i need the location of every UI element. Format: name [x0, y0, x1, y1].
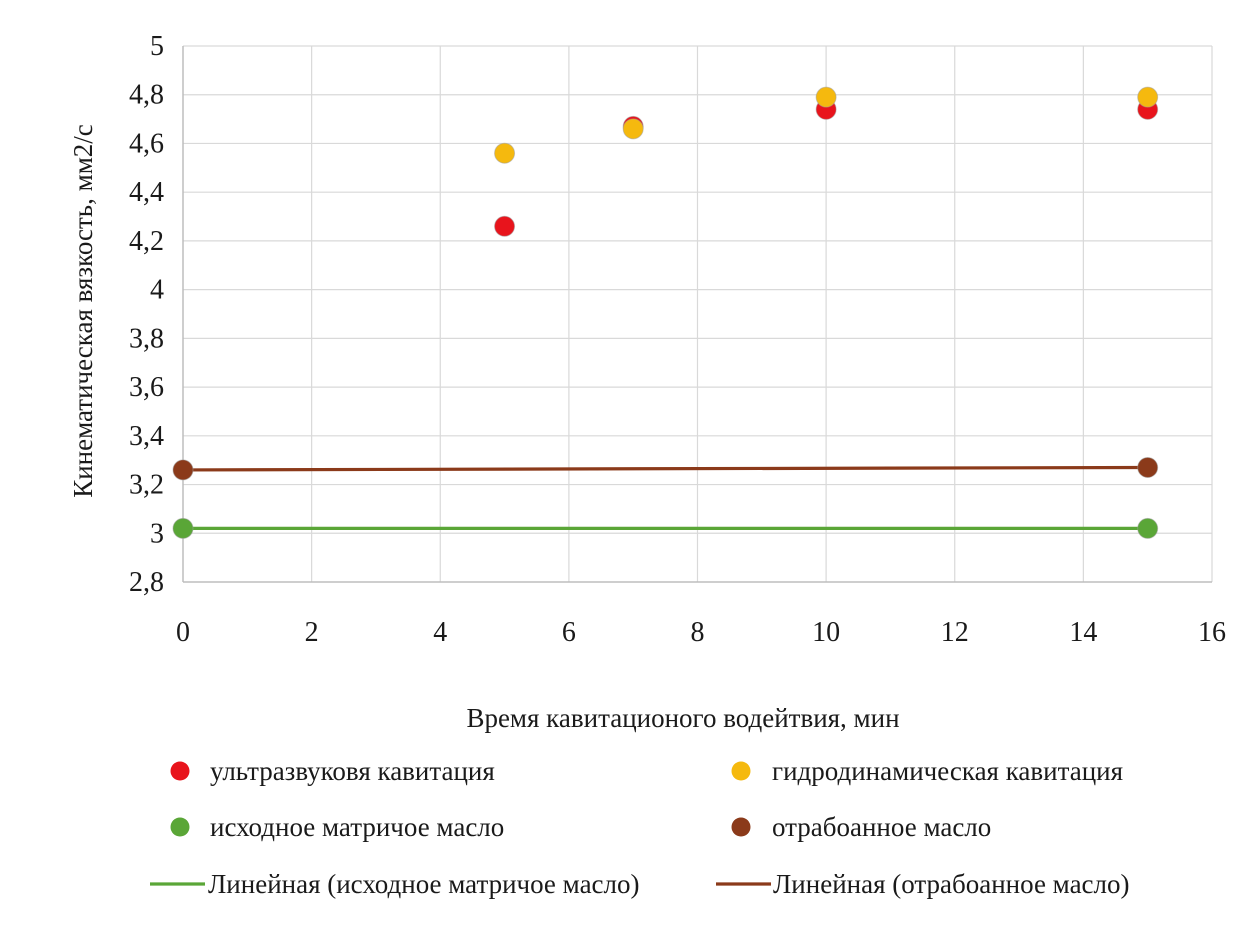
legend-item-0: ультразвуковя кавитация	[170, 756, 495, 786]
data-point-series-2	[172, 517, 194, 539]
x-tick-label: 8	[691, 617, 705, 648]
x-tick-label: 4	[433, 617, 447, 648]
y-tick-label: 3	[150, 518, 164, 549]
y-tick-label: 3,6	[129, 372, 164, 403]
trendline-5	[182, 465, 1148, 472]
legend-label: гидродинамическая кавитация	[772, 756, 1123, 786]
data-point-series-2	[1137, 517, 1159, 539]
x-tick-label: 16	[1198, 617, 1226, 648]
y-tick-label: 4,4	[129, 177, 164, 208]
legend-item-5: Линейная (отрабоанное масло)	[716, 869, 1130, 899]
y-tick-label: 4,6	[129, 128, 164, 159]
data-point-series-3	[172, 459, 194, 481]
data-point-series-3	[1137, 456, 1159, 478]
y-tick-label: 3,8	[129, 323, 164, 354]
legend-dot-marker	[170, 761, 190, 781]
y-tick-label: 4	[150, 275, 164, 306]
x-tick-label: 2	[305, 617, 319, 648]
tick-labels: 2,8 3 3,2 3,4 3,6 3,8 4 4,2 4,4 4,6 4,8 5 0 2 4 6 8 10 12 1…	[129, 31, 1226, 648]
legend-label: Линейная (отрабоанное масло)	[773, 869, 1130, 899]
data-point-series-1	[815, 86, 837, 108]
legend-dot-marker	[731, 817, 751, 837]
x-tick-label: 0	[176, 617, 190, 648]
y-tick-label: 3,4	[129, 421, 164, 452]
y-tick-label: 5	[150, 31, 164, 62]
legend-label: исходное матричое масло	[210, 812, 504, 842]
axes	[182, 46, 1212, 583]
x-tick-label: 12	[941, 617, 969, 648]
legend-label: Линейная (исходное матричое масло)	[208, 869, 640, 899]
data-point-series-0	[494, 215, 516, 237]
legend-label: ультразвуковя кавитация	[210, 756, 495, 786]
y-tick-label: 4,8	[129, 80, 164, 111]
x-tick-label: 14	[1069, 617, 1097, 648]
y-axis-title: Кинематическая вязкость, мм2/с	[68, 124, 98, 498]
grid	[183, 45, 1213, 582]
y-tick-label: 2,8	[129, 567, 164, 598]
legend-dot-marker	[170, 817, 190, 837]
data-point-series-1	[1137, 86, 1159, 108]
data-points	[172, 86, 1159, 539]
legend: ультразвуковя кавитация гидродинамическая…	[150, 756, 1130, 899]
trendlines	[182, 465, 1148, 531]
legend-item-4: Линейная (исходное матричое масло)	[150, 869, 640, 899]
legend-item-3: отрабоанное масло	[731, 812, 991, 842]
legend-label: отрабоанное масло	[772, 812, 991, 842]
x-axis-title: Время кавитационого водейтвия, мин	[466, 703, 899, 733]
data-point-series-1	[494, 142, 516, 164]
legend-item-1: гидродинамическая кавитация	[731, 756, 1123, 786]
legend-item-2: исходное матричое масло	[170, 812, 504, 842]
x-tick-label: 10	[812, 617, 840, 648]
data-point-series-1	[622, 118, 644, 140]
y-tick-label: 4,2	[129, 226, 164, 257]
legend-dot-marker	[731, 761, 751, 781]
x-tick-label: 6	[562, 617, 576, 648]
y-tick-label: 3,2	[129, 470, 164, 501]
